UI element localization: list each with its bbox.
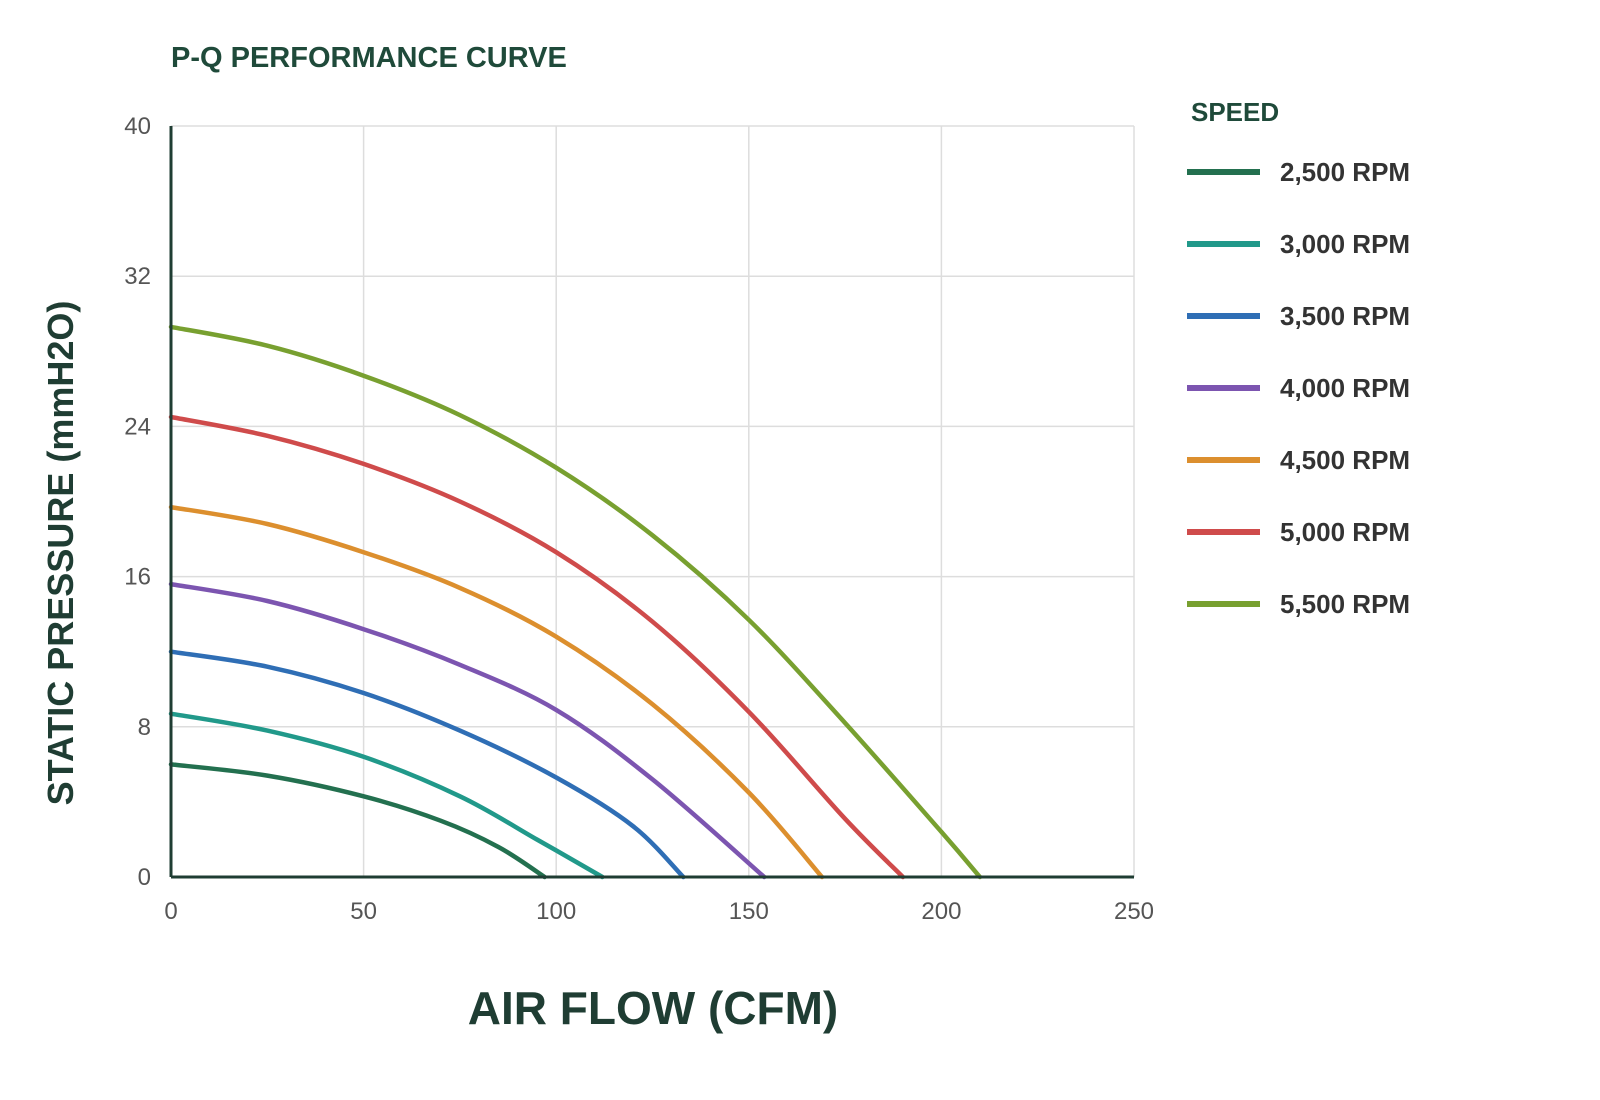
x-tick-label: 150 <box>729 898 769 925</box>
curve-3-500-rpm <box>168 649 686 880</box>
legend-label-2-500-rpm: 2,500 RPM <box>1280 157 1410 187</box>
curve-2-500-rpm <box>168 762 547 880</box>
legend-title: SPEED <box>1191 97 1279 127</box>
tick-labels: 0 50 100 150 200 250 0 8 16 24 32 40 <box>124 113 1154 925</box>
y-tick-label: 16 <box>124 564 151 591</box>
x-tick-label: 200 <box>921 898 961 925</box>
y-tick-label: 32 <box>124 263 151 290</box>
series-curves <box>168 324 983 880</box>
curve-5-500-rpm <box>168 324 983 880</box>
grid-lines <box>171 125 1135 877</box>
curve-5-000-rpm <box>168 414 906 880</box>
x-tick-label: 0 <box>164 898 177 925</box>
legend-label-4-000-rpm: 4,000 RPM <box>1280 373 1410 403</box>
legend-label-3-500-rpm: 3,500 RPM <box>1280 301 1410 331</box>
legend: SPEED 2,500 RPM 3,000 RPM 3,500 RPM 4,000 R… <box>1187 97 1410 619</box>
curve-4-000-rpm <box>168 581 767 880</box>
legend-label-5-500-rpm: 5,500 RPM <box>1280 589 1410 619</box>
y-tick-label: 40 <box>124 113 151 140</box>
y-tick-label: 0 <box>138 864 151 891</box>
x-tick-label: 100 <box>536 898 576 925</box>
y-tick-label: 8 <box>138 714 151 741</box>
x-axis-label: AIR FLOW (CFM) <box>468 982 838 1034</box>
x-tick-label: 250 <box>1114 898 1154 925</box>
legend-label-4-500-rpm: 4,500 RPM <box>1280 445 1410 475</box>
x-tick-label: 50 <box>350 898 377 925</box>
y-tick-label: 24 <box>124 413 151 440</box>
curve-3-000-rpm <box>168 711 605 880</box>
y-axis-label: STATIC PRESSURE (mmH2O) <box>40 301 81 806</box>
legend-label-5-000-rpm: 5,000 RPM <box>1280 517 1410 547</box>
curve-4-500-rpm <box>168 504 825 880</box>
chart-title: P-Q PERFORMANCE CURVE <box>171 42 567 74</box>
axes <box>169 126 1134 879</box>
legend-label-3-000-rpm: 3,000 RPM <box>1280 229 1410 259</box>
